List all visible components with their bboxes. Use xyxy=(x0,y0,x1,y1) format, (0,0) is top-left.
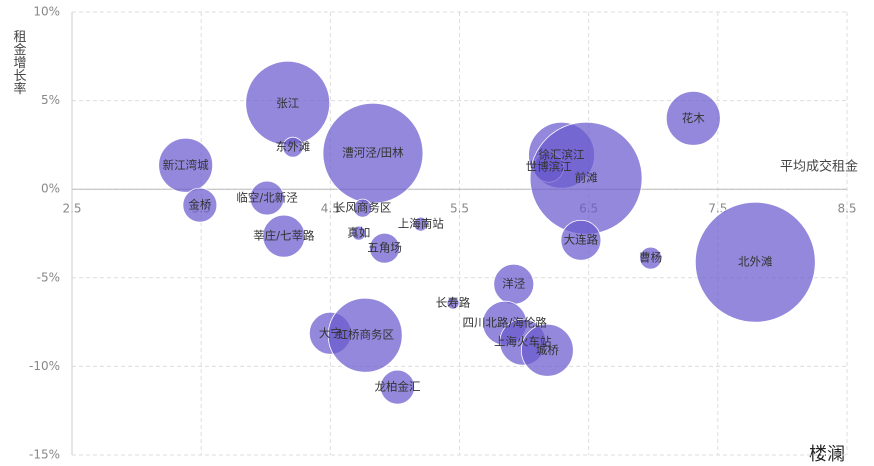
bubble-label: 五角场 xyxy=(367,241,402,255)
bubble-label: 真如 xyxy=(347,226,370,240)
bubble-label: 前滩 xyxy=(575,171,598,185)
bubble-label: 长寿路 xyxy=(436,296,471,310)
bubble-label: 上海火车站 xyxy=(494,335,552,349)
bubble-label: 金桥 xyxy=(188,198,211,212)
bubble-label: 漕河泾/田林 xyxy=(342,146,404,160)
bubble-label: 东外滩 xyxy=(276,140,311,154)
bubble xyxy=(322,102,424,204)
bubble-label: 洋泾 xyxy=(502,277,525,291)
bubble xyxy=(560,219,602,261)
x-axis-label: 平均成交租金 xyxy=(780,159,858,175)
x-tick-label: 5.5 xyxy=(450,202,469,216)
y-tick-label: -15% xyxy=(29,448,60,462)
bubble-label: 张江 xyxy=(276,96,299,110)
bubble xyxy=(413,216,429,232)
bubble-label: 城桥 xyxy=(536,343,559,357)
bubble-label: 北外滩 xyxy=(738,255,773,269)
bubble xyxy=(639,246,663,270)
y-tick-label: -5% xyxy=(37,270,60,284)
bubble-label: 世博滨江 xyxy=(526,160,572,174)
bubble xyxy=(327,297,403,373)
bubble xyxy=(249,180,285,216)
bubble xyxy=(182,187,218,223)
bubble-label: 莘庄/七莘路 xyxy=(253,229,315,243)
y-tick-label: -10% xyxy=(29,359,60,373)
bubble xyxy=(351,225,367,241)
bubble xyxy=(158,137,214,193)
bubble xyxy=(353,198,373,218)
x-tick-label: 4.5 xyxy=(321,202,340,216)
y-tick-label: 10% xyxy=(33,5,60,19)
bubble-label: 新江湾城 xyxy=(163,158,209,172)
bubble-label: 上海南站 xyxy=(398,217,444,231)
bubble-label: 临空/北新泾 xyxy=(236,191,298,205)
bubble xyxy=(380,369,415,405)
bubble xyxy=(369,232,400,264)
bubble-label: 曹杨 xyxy=(639,251,662,265)
bubble-label: 花木 xyxy=(682,111,705,125)
bubble xyxy=(520,323,574,377)
y-tick-label: 0% xyxy=(41,182,60,196)
bubble-label: 虹桥商务区 xyxy=(336,328,394,342)
y-axis-label: 租金增长率 xyxy=(11,30,27,95)
bubble-label: 四川北路/海伦路 xyxy=(463,316,548,330)
bubble-label: 长风商务区 xyxy=(334,201,392,215)
y-tick-label: 5% xyxy=(41,93,60,107)
x-tick-label: 8.5 xyxy=(837,202,856,216)
bubble xyxy=(446,296,460,310)
bubble-label: 大连路 xyxy=(564,233,599,247)
bubble-label: 大宁 xyxy=(319,326,342,340)
bubble xyxy=(262,214,306,258)
bubble xyxy=(694,201,816,323)
bubble xyxy=(282,136,304,158)
bubble-label: 龙柏金汇 xyxy=(375,380,421,394)
bubble xyxy=(665,90,721,146)
watermark: 楼澜 xyxy=(809,444,845,465)
bubble-label: 徐汇滨江 xyxy=(539,148,585,162)
